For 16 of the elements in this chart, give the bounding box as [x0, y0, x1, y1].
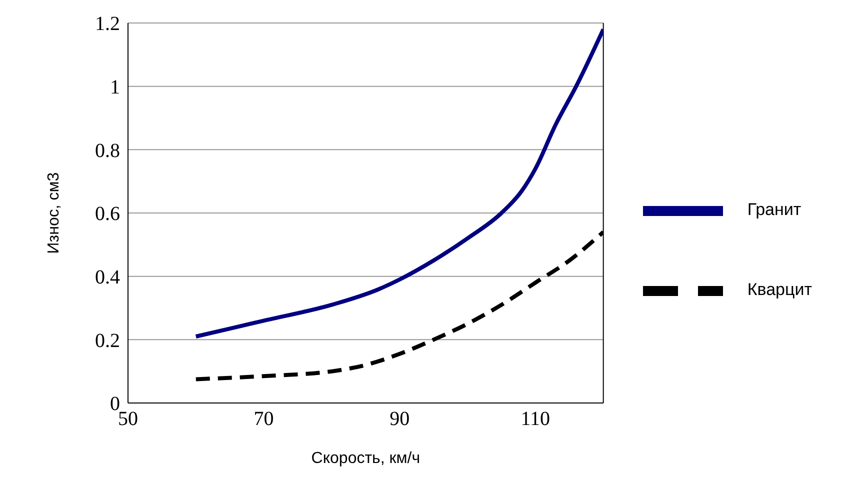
y-tick-label: 1 — [110, 76, 120, 98]
y-tick-label: 0.2 — [95, 330, 120, 352]
y-tick-label: 0.8 — [95, 140, 120, 162]
y-tick-label: 0.4 — [95, 266, 120, 288]
x-tick-label: 90 — [390, 408, 410, 430]
x-axis-title: Скорость, км/ч — [311, 450, 420, 467]
x-tick-label: 70 — [254, 408, 274, 430]
legend-label: Кварцит — [747, 280, 812, 299]
x-tick-label: 50 — [118, 408, 138, 430]
y-tick-label: 0.6 — [95, 203, 120, 226]
x-tick-label: 110 — [520, 408, 550, 430]
y-axis-title: Износ, см3 — [46, 172, 63, 254]
legend-label: Гранит — [747, 200, 802, 219]
y-tick-label: 0 — [110, 393, 120, 416]
line-series — [194, 27, 604, 338]
y-tick-label: 1.2 — [95, 13, 120, 36]
